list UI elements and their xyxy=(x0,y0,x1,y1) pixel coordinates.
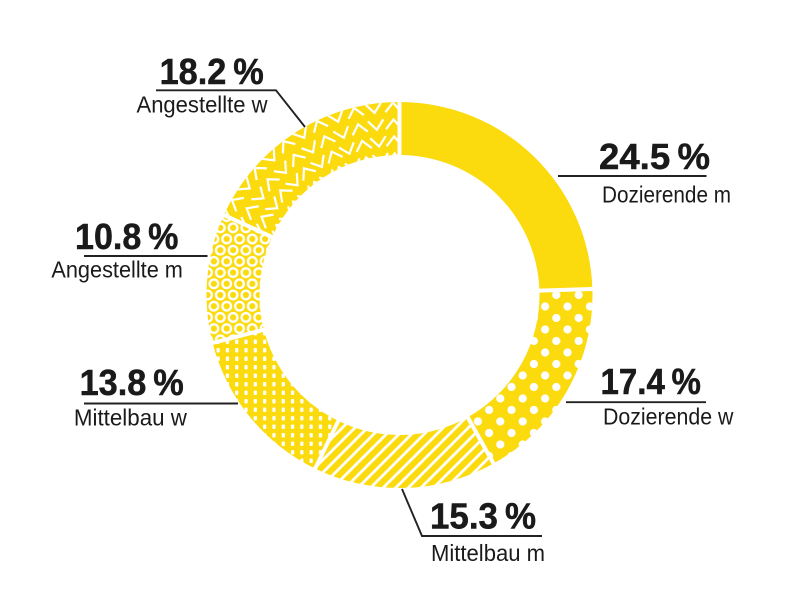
svg-text:Dozierende m: Dozierende m xyxy=(602,182,731,208)
svg-text:13.8 %: 13.8 % xyxy=(80,362,184,403)
svg-text:10.8 %: 10.8 % xyxy=(75,216,178,257)
svg-text:Mittelbau m: Mittelbau m xyxy=(431,540,545,566)
svg-text:Angestellte m: Angestellte m xyxy=(51,257,183,283)
svg-text:24.5 %: 24.5 % xyxy=(599,136,710,177)
svg-text:Angestellte w: Angestellte w xyxy=(137,91,268,117)
svg-text:Mittelbau w: Mittelbau w xyxy=(74,404,187,430)
svg-text:15.3 %: 15.3 % xyxy=(430,496,536,537)
svg-text:18.2 %: 18.2 % xyxy=(160,51,264,92)
svg-text:17.4 %: 17.4 % xyxy=(601,361,701,402)
svg-text:Dozierende w: Dozierende w xyxy=(603,404,734,430)
